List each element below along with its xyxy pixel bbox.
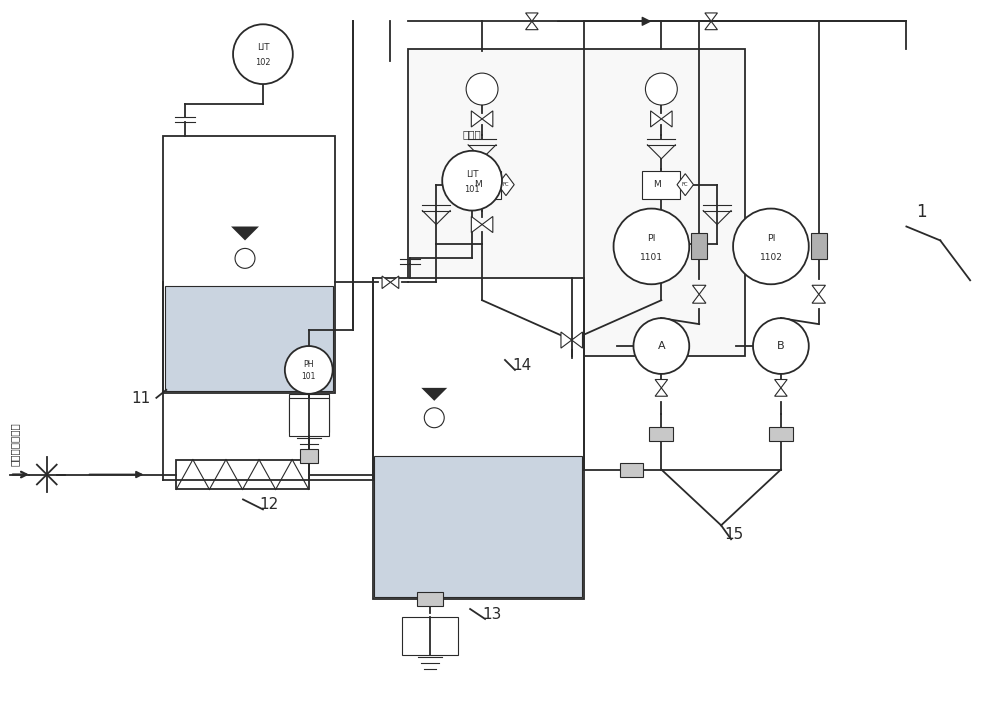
- Text: FC: FC: [503, 182, 509, 187]
- Polygon shape: [382, 276, 390, 289]
- Polygon shape: [705, 13, 717, 21]
- Text: 102: 102: [255, 58, 271, 67]
- Circle shape: [614, 209, 689, 285]
- Bar: [769, 427, 793, 440]
- Bar: [691, 234, 707, 259]
- Text: B: B: [777, 341, 785, 351]
- Circle shape: [235, 249, 255, 268]
- Bar: [289, 394, 329, 432]
- Polygon shape: [231, 227, 259, 241]
- Text: 14: 14: [512, 358, 531, 373]
- Bar: [289, 398, 329, 435]
- Circle shape: [633, 318, 689, 374]
- Circle shape: [466, 73, 498, 105]
- Text: A: A: [658, 341, 665, 351]
- Polygon shape: [482, 217, 493, 233]
- Polygon shape: [498, 173, 514, 195]
- Bar: [642, 171, 680, 199]
- Polygon shape: [561, 332, 572, 348]
- Polygon shape: [775, 379, 787, 388]
- Polygon shape: [661, 111, 672, 127]
- Polygon shape: [526, 13, 538, 21]
- Polygon shape: [572, 332, 582, 348]
- Text: PI: PI: [767, 234, 775, 243]
- Text: 1102: 1102: [759, 253, 782, 261]
- Text: 101: 101: [464, 185, 480, 193]
- Polygon shape: [471, 111, 482, 127]
- Bar: [374, 456, 582, 597]
- Text: 1101: 1101: [640, 253, 663, 261]
- Text: M: M: [654, 180, 661, 189]
- Polygon shape: [775, 388, 787, 396]
- Bar: [408, 49, 745, 356]
- Polygon shape: [692, 285, 706, 295]
- Bar: [300, 449, 318, 462]
- Polygon shape: [390, 276, 399, 289]
- Text: M: M: [474, 180, 482, 189]
- Polygon shape: [812, 295, 825, 303]
- Bar: [620, 462, 643, 476]
- Bar: [649, 427, 673, 440]
- Text: 15: 15: [724, 527, 743, 542]
- Polygon shape: [692, 295, 706, 303]
- Text: LIT: LIT: [466, 170, 478, 178]
- Bar: [402, 617, 458, 655]
- Text: 1: 1: [916, 202, 927, 220]
- Bar: [163, 136, 335, 393]
- Text: 超声波: 超声波: [463, 129, 481, 139]
- Text: 业主待处理废水: 业主待处理废水: [10, 423, 20, 467]
- Text: 11: 11: [131, 391, 151, 406]
- Polygon shape: [661, 217, 672, 233]
- Polygon shape: [471, 217, 482, 233]
- Polygon shape: [655, 379, 668, 388]
- Circle shape: [233, 24, 293, 84]
- Polygon shape: [677, 173, 693, 195]
- Bar: [373, 278, 584, 599]
- Circle shape: [285, 346, 333, 394]
- Circle shape: [645, 73, 677, 105]
- Bar: [417, 592, 443, 606]
- Polygon shape: [651, 217, 661, 233]
- Bar: [811, 234, 827, 259]
- Circle shape: [442, 151, 502, 210]
- Bar: [176, 459, 309, 489]
- Polygon shape: [651, 111, 661, 127]
- Polygon shape: [655, 388, 668, 396]
- Circle shape: [424, 408, 444, 428]
- Circle shape: [753, 318, 809, 374]
- Polygon shape: [705, 21, 717, 30]
- Text: 13: 13: [482, 607, 501, 622]
- Text: 101: 101: [302, 372, 316, 381]
- Polygon shape: [421, 388, 447, 401]
- Bar: [463, 171, 501, 199]
- Polygon shape: [812, 285, 825, 295]
- Polygon shape: [482, 111, 493, 127]
- Text: FC: FC: [682, 182, 689, 187]
- Bar: [165, 286, 333, 391]
- Circle shape: [733, 209, 809, 285]
- Text: LIT: LIT: [257, 43, 269, 52]
- Polygon shape: [526, 21, 538, 30]
- Text: PH: PH: [303, 360, 314, 369]
- Text: 12: 12: [259, 498, 278, 513]
- Text: PI: PI: [647, 234, 656, 243]
